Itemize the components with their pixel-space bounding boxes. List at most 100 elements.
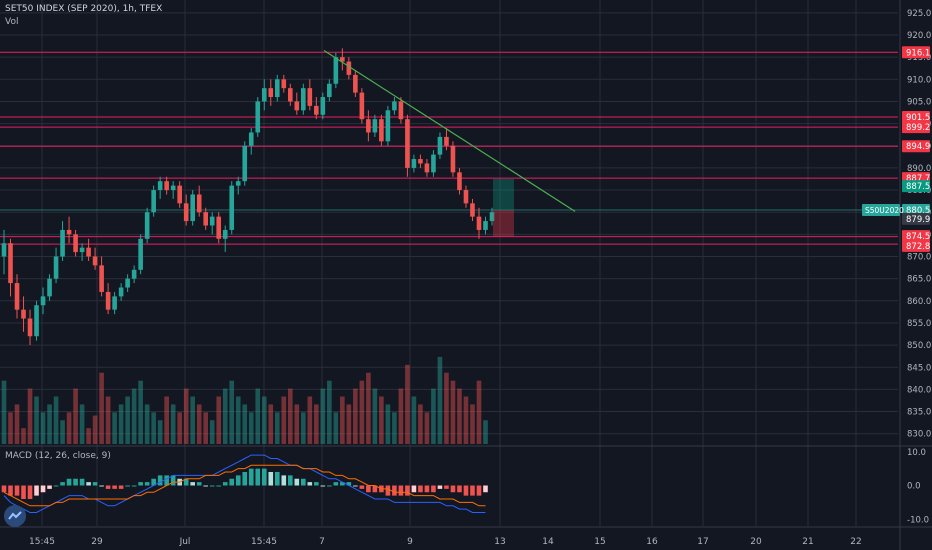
macd-histogram-bar <box>255 468 261 486</box>
candle-body <box>457 172 462 191</box>
candle-body <box>196 194 202 213</box>
candle-body <box>164 181 169 191</box>
volume-bar <box>248 412 254 444</box>
candle-body <box>489 212 495 222</box>
candle-body <box>398 101 404 120</box>
symbol-tag-label: S50U2020 <box>865 206 904 215</box>
time-tick-label: 21 <box>802 537 813 547</box>
macd-histogram-bar <box>1 485 7 493</box>
candle-body <box>118 287 124 297</box>
macd-histogram-bar <box>53 485 59 487</box>
macd-histogram-bar <box>424 485 430 493</box>
volume-bar <box>470 404 475 444</box>
volume-bar <box>53 396 59 444</box>
candle-body <box>294 101 300 111</box>
macd-histogram-bar <box>287 475 293 486</box>
time-tick-label: 22 <box>850 537 861 547</box>
candle-body <box>385 110 391 142</box>
macd-histogram-bar <box>170 475 176 486</box>
price-tag-label: 874.5 <box>906 232 930 242</box>
price-tick-label: 850.0 <box>907 341 931 351</box>
macd-histogram-bar <box>392 485 397 496</box>
symbol-legend[interactable]: SET50 INDEX (SEP 2020), 1h, TFEX <box>5 4 163 14</box>
volume-bar <box>366 372 371 444</box>
macd-histogram-bar <box>203 485 209 487</box>
volume-bar <box>112 412 117 444</box>
price-tick-label: 855.0 <box>907 319 931 329</box>
volume-bar <box>177 412 182 444</box>
candle-body <box>40 296 46 306</box>
price-tick-label: 860.0 <box>907 297 931 307</box>
volume-bar <box>92 415 98 444</box>
macd-histogram-bar <box>307 482 313 486</box>
candle-body <box>301 88 306 111</box>
volume-bar <box>203 412 209 444</box>
macd-histogram-bar <box>196 482 202 486</box>
candle-body <box>450 145 456 173</box>
candle-body <box>366 119 371 133</box>
macd-histogram-bar <box>40 485 46 493</box>
candle-body <box>183 203 189 222</box>
macd-histogram-bar <box>79 478 85 486</box>
macd-histogram-bar <box>437 485 443 489</box>
candle-body <box>431 154 436 173</box>
macd-line <box>3 454 486 513</box>
candle-body <box>14 283 20 310</box>
time-tick-label: 15 <box>594 537 605 547</box>
volume-bar <box>340 396 345 444</box>
volume-bar <box>333 412 339 444</box>
volume-bar <box>281 396 287 444</box>
macd-histogram-bar <box>463 485 469 496</box>
macd-histogram-bar <box>476 485 482 496</box>
price-tick-label: 905.0 <box>907 97 931 107</box>
volume-bar <box>235 396 241 444</box>
macd-histogram-bar <box>99 485 104 487</box>
macd-histogram-bar <box>418 485 423 493</box>
volume-bar <box>379 396 384 444</box>
macd-histogram-bar <box>372 485 378 493</box>
volume-bar <box>457 388 462 444</box>
candle-body <box>138 238 143 270</box>
candle-body <box>209 216 215 226</box>
tradingview-logo-icon[interactable] <box>4 505 26 527</box>
candle-body <box>99 265 104 292</box>
candle-body <box>346 61 352 75</box>
volume-bar <box>287 388 293 444</box>
macd-histogram-bar <box>470 485 475 496</box>
macd-histogram-bar <box>411 485 417 493</box>
price-tag <box>902 180 930 193</box>
price-tag-label: 879.9 <box>906 215 930 225</box>
candle-body <box>392 101 397 111</box>
volume-bar <box>385 404 391 444</box>
position-target-zone <box>493 178 514 210</box>
volume-bar <box>73 388 78 444</box>
candle-body <box>170 185 176 191</box>
candle-body <box>483 221 488 230</box>
time-tick-label: 9 <box>407 537 413 547</box>
macd-legend[interactable]: MACD (12, 26, close, 9) <box>5 451 111 461</box>
volume-bar <box>196 404 202 444</box>
candle-body <box>320 97 326 115</box>
macd-histogram-bar <box>112 485 117 489</box>
macd-histogram-bar <box>366 485 371 493</box>
candle-body <box>287 88 293 102</box>
volume-bar <box>66 412 72 444</box>
candle-body <box>125 278 130 288</box>
candle-body <box>261 88 267 102</box>
volume-legend[interactable]: Vol <box>5 17 19 27</box>
candle-body <box>327 83 332 98</box>
price-tick-label: 910.0 <box>907 75 931 85</box>
macd-histogram-bar <box>92 482 98 486</box>
candle-body <box>47 278 52 297</box>
macd-histogram-bar <box>405 485 410 496</box>
volume-bar <box>411 396 417 444</box>
candle-body <box>177 185 182 204</box>
volume-bar <box>320 388 326 444</box>
macd-histogram-bar <box>60 482 65 486</box>
volume-bar <box>21 428 26 444</box>
volume-bar <box>170 404 176 444</box>
time-tick-label: 13 <box>494 537 505 547</box>
time-tick-label: 7 <box>319 537 325 547</box>
